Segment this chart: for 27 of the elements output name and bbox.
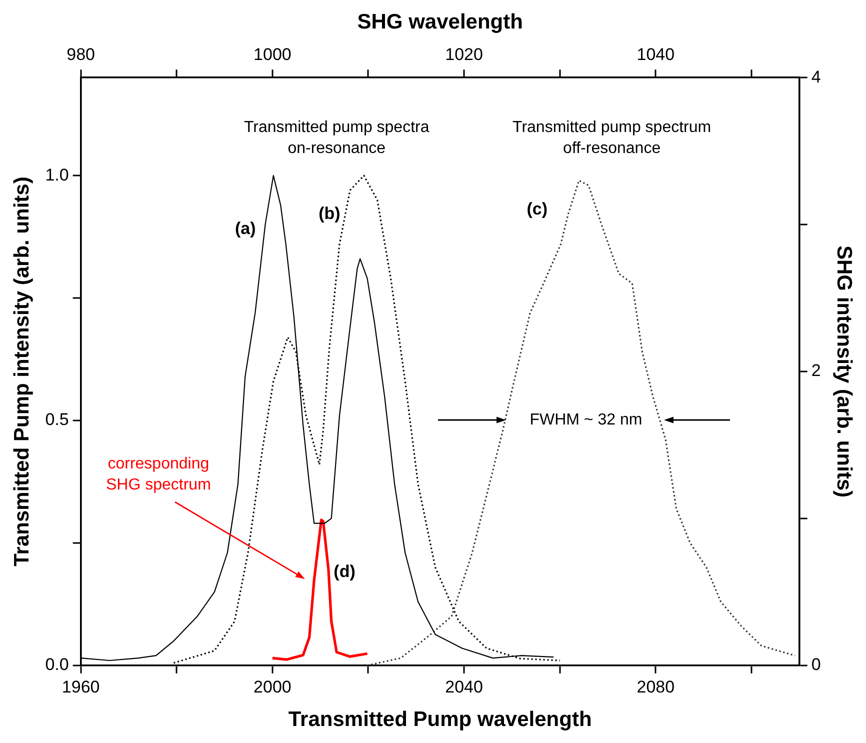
x2-tick-label: 1040 [636, 45, 675, 64]
y2-tick-label: 4 [811, 67, 821, 86]
x-tick-label: 2080 [636, 677, 675, 696]
y-axis-title: Transmitted Pump intensity (arb. units) [10, 176, 34, 566]
x-tick-label: 1960 [62, 677, 100, 696]
x2-tick-label: 1020 [445, 45, 483, 64]
annotation: (b) [318, 204, 340, 224]
y-tick-label: 0.5 [45, 410, 69, 430]
annotation: FWHM ~ 32 nm [530, 412, 642, 429]
y-tick-label: 0.0 [45, 655, 69, 674]
x2-tick-label: 980 [66, 45, 96, 64]
y2-tick-label: 2 [811, 361, 821, 380]
y-tick-label: 1.0 [45, 165, 69, 184]
x-tick-label: 2040 [445, 677, 483, 696]
annotation: Transmitted pump spectra on-resonance [244, 119, 430, 158]
line-series [366, 180, 796, 666]
x2-tick-label: 1000 [254, 45, 292, 64]
annotation: Transmitted pump spectrum off-resonance [512, 119, 712, 158]
annotation: (d) [334, 562, 356, 582]
y2-tick-label: 0 [811, 655, 821, 674]
y2-axis-title: SHG intensity (arb. units) [832, 245, 856, 498]
x-axis-title: Transmitted Pump wavelength [288, 708, 592, 732]
annotation: (a) [234, 218, 256, 238]
x-tick-label: 2000 [254, 677, 292, 696]
annotation: (c) [526, 200, 548, 219]
x2-axis-title: SHG wavelength [357, 10, 523, 34]
annotation: corresponding SHG spectrum [106, 455, 211, 494]
